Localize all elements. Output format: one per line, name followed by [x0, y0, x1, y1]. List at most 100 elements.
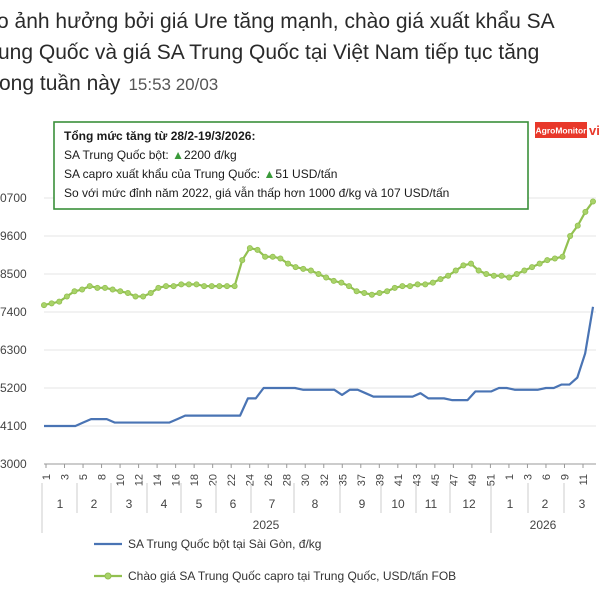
data-point — [86, 283, 93, 290]
x-tick-label: 41 — [393, 474, 405, 486]
annotation-border — [53, 121, 529, 210]
data-point — [559, 253, 566, 260]
logo-background — [535, 122, 587, 138]
data-point — [117, 288, 124, 295]
data-point — [590, 198, 597, 205]
data-point — [170, 283, 177, 290]
month-label: 1 — [57, 497, 64, 511]
month-label: 4 — [161, 497, 168, 511]
triangle-up-icon: ▲ — [263, 167, 275, 181]
data-point — [239, 257, 246, 264]
data-point — [384, 288, 391, 295]
data-point — [223, 283, 230, 290]
series-sa-powder — [44, 306, 595, 428]
data-point — [48, 300, 55, 307]
x-tick-label: 24 — [245, 474, 257, 486]
data-point — [277, 255, 284, 262]
data-point — [345, 283, 352, 290]
data-point — [94, 284, 101, 291]
data-point — [521, 267, 528, 274]
data-point — [506, 274, 513, 281]
annotation-title: Tổng mức tăng từ 28/2-19/3/2026: — [64, 129, 255, 143]
logo-suffix: vi — [589, 123, 600, 138]
x-tick-label: 49 — [467, 474, 479, 486]
series-line — [44, 306, 595, 428]
x-tick-label: 43 — [411, 474, 423, 486]
y-axis: 3000 4100 5200 6300 7400 8500 9600 0700 — [0, 191, 27, 471]
x-tick-label: 9 — [559, 474, 571, 480]
month-label: 5 — [196, 497, 203, 511]
data-point — [124, 289, 131, 296]
data-point — [56, 298, 63, 305]
data-point — [536, 260, 543, 267]
y-tick-label: 7400 — [0, 305, 27, 319]
annotation-line-2-label: SA capro xuất khẩu của Trung Quốc: — [64, 167, 263, 181]
y-tick-label: 0700 — [0, 191, 27, 205]
timestamp: 15:53 20/03 — [128, 75, 219, 94]
month-label: 2 — [542, 497, 549, 511]
data-point — [162, 283, 169, 290]
y-tick-label: 8500 — [0, 267, 27, 281]
data-point — [79, 286, 86, 293]
y-tick-label: 9600 — [0, 229, 27, 243]
x-axis: 1 3 5 8 10 12 14 16 18 20 22 24 26 28 30 32 35 37 39 41 43 45… — [41, 463, 596, 533]
x-tick-label: 3 — [522, 474, 534, 480]
annotation-line-1-label: SA Trung Quốc bột: — [64, 148, 172, 162]
x-tick-label: 5 — [78, 474, 90, 480]
x-tick-label: 45 — [430, 474, 442, 486]
x-tick-label: 6 — [541, 474, 553, 480]
headline-line-2: ung Quốc và giá SA Trung Quốc tại Việt N… — [0, 41, 540, 64]
annotation-line-1-value: 2200 đ/kg — [184, 148, 237, 162]
data-point — [140, 293, 147, 300]
data-point — [63, 293, 70, 300]
data-point — [422, 281, 429, 288]
data-point — [429, 279, 436, 286]
month-label: 10 — [391, 497, 405, 511]
x-tick-label: 47 — [448, 474, 460, 486]
data-point — [513, 270, 520, 277]
data-point — [269, 253, 276, 260]
data-point — [368, 291, 375, 298]
data-point — [544, 257, 551, 264]
month-label: 1 — [507, 497, 514, 511]
chart-legend: SA Trung Quốc bột tại Sài Gòn, đ/kg Chào… — [94, 537, 456, 583]
article-headline: o ảnh hưởng bởi giá Ure tăng mạnh, chào … — [0, 6, 600, 99]
x-tick-label: 32 — [319, 474, 331, 486]
data-point — [155, 284, 162, 291]
data-point — [201, 283, 208, 290]
data-point — [185, 281, 192, 288]
legend-blue-label: SA Trung Quốc bột tại Sài Gòn, đ/kg — [128, 537, 321, 551]
triangle-up-icon: ▲ — [172, 148, 184, 162]
month-label: 3 — [126, 497, 133, 511]
data-point — [399, 283, 406, 290]
data-point — [551, 255, 558, 262]
data-point — [483, 270, 490, 277]
data-point — [307, 267, 314, 274]
data-point — [292, 264, 299, 271]
data-point — [216, 283, 223, 290]
x-tick-label: 18 — [189, 474, 201, 486]
data-point — [262, 253, 269, 260]
annotation-line-1: SA Trung Quốc bột: ▲2200 đ/kg — [64, 148, 237, 162]
data-point — [102, 284, 109, 291]
data-point — [178, 281, 185, 288]
data-point — [391, 284, 398, 291]
x-tick-label: 14 — [152, 474, 164, 486]
x-tick-label: 3 — [60, 474, 72, 480]
month-label: 7 — [269, 497, 276, 511]
data-point — [315, 270, 322, 277]
data-point — [338, 279, 345, 286]
data-point — [323, 274, 330, 281]
x-tick-label: 39 — [374, 474, 386, 486]
month-label: 2 — [91, 497, 98, 511]
legend-green-label: Chào giá SA Trung Quốc capro tại Trung Q… — [128, 569, 456, 583]
x-tick-label: 51 — [485, 474, 497, 486]
x-tick-label: 37 — [356, 474, 368, 486]
x-tick-label: 16 — [171, 474, 183, 486]
data-point — [467, 260, 474, 267]
data-point — [437, 276, 444, 283]
data-point — [193, 281, 200, 288]
x-tick-label: 12 — [134, 474, 146, 486]
month-label: 6 — [230, 497, 237, 511]
